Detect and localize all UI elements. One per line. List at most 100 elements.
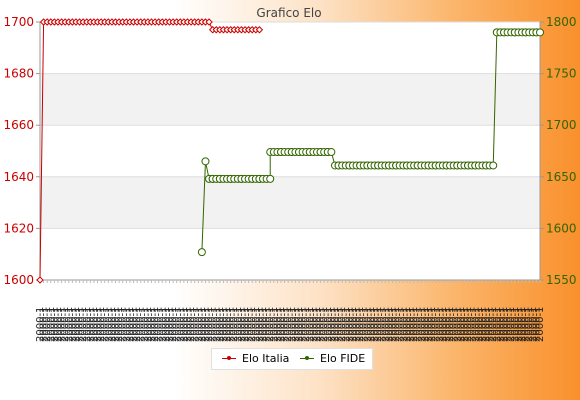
- x-tick-label: 2000-1: [323, 307, 334, 342]
- x-tick-label: 2000-1: [67, 307, 78, 342]
- x-tick-label: 2000-1: [161, 307, 172, 342]
- x-tick-label: 2000-1: [93, 307, 104, 342]
- x-tick-label: 2000-1: [348, 307, 359, 342]
- x-tick-label: 2000-1: [391, 307, 402, 342]
- x-tick-label: 2000-1: [298, 307, 309, 342]
- x-tick-label: 2000-1: [499, 307, 510, 342]
- x-tick-label: 2000-1: [226, 307, 237, 342]
- x-tick-label: 2000-1: [78, 307, 89, 342]
- x-tick-label: 2000-1: [513, 307, 524, 342]
- data-point: [36, 276, 44, 284]
- x-tick-label: 2000-1: [510, 307, 521, 342]
- x-tick-label: 2000-1: [200, 307, 211, 342]
- plot-background: [40, 21, 540, 281]
- x-tick-label: 2000-1: [305, 307, 316, 342]
- data-point: [255, 26, 264, 34]
- data-point: [327, 148, 336, 157]
- x-tick-label: 2000-1: [434, 307, 445, 342]
- x-tick-label: 2000-1: [244, 307, 255, 342]
- legend-label-italia: Elo Italia: [242, 352, 290, 365]
- y-right-tick-label: 1700: [546, 118, 577, 132]
- x-tick-label: 2000-1: [406, 307, 417, 342]
- y-left-tick-label: 1660: [3, 118, 34, 132]
- x-tick-label: 2000-1: [481, 307, 492, 342]
- legend: Elo Italia Elo FIDE: [211, 348, 373, 370]
- x-tick-label: 2000-1: [344, 307, 355, 342]
- x-tick-label: 2000-1: [197, 307, 208, 342]
- x-tick-label: 2000-1: [477, 307, 488, 342]
- x-tick-label: 2000-1: [308, 307, 319, 342]
- x-tick-label: 2000-1: [467, 307, 478, 342]
- x-tick-label: 2000-1: [111, 307, 122, 342]
- x-tick-label: 2000-1: [431, 307, 442, 342]
- plot-axes: 1600 1620 1640 1660 1680 1700 1550 1600 1650 1700…: [3, 15, 576, 287]
- legend-item-fide: Elo FIDE: [300, 352, 365, 365]
- x-tick-label: 2000-1: [57, 307, 68, 342]
- x-tick-label: 2000-1: [441, 307, 452, 342]
- plot-band: [40, 22, 540, 74]
- x-tick-label: 2000-1: [503, 307, 514, 342]
- x-tick-label: 2000-1: [208, 307, 219, 342]
- x-tick-label: 2000-1: [233, 307, 244, 342]
- x-tick-label: 2000-1: [276, 307, 287, 342]
- x-tick-label: 2000-1: [312, 307, 323, 342]
- y-right-tick-label: 1550: [546, 273, 577, 287]
- x-tick-label: 2000-1: [49, 307, 60, 342]
- x-tick-label: 2000-1: [294, 307, 305, 342]
- legend-swatch-fide: [300, 356, 314, 360]
- x-tick-label: 2000-1: [495, 307, 506, 342]
- x-tick-label: 2000-1: [139, 307, 150, 342]
- x-tick-label: 2000-1: [229, 307, 240, 342]
- plot-band: [40, 228, 540, 280]
- x-tick-label: 2000-1: [370, 307, 381, 342]
- x-tick-label: 2000-1: [157, 307, 168, 342]
- x-tick-label: 2000-1: [488, 307, 499, 342]
- x-tick-label: 2000-1: [337, 307, 348, 342]
- x-tick-label: 2000-1: [269, 307, 280, 342]
- x-tick-label: 2000-1: [319, 307, 330, 342]
- x-tick-label: 2000-1: [236, 307, 247, 342]
- y-left-tick-label: 1700: [3, 15, 34, 29]
- x-tick-label: 2000-1: [150, 307, 161, 342]
- x-tick-label: 2000-1: [377, 307, 388, 342]
- x-tick-label: 2000-1: [218, 307, 229, 342]
- data-point: [489, 161, 498, 170]
- x-tick-label: 2000-1: [46, 307, 57, 342]
- x-tick-label: 2000-1: [82, 307, 93, 342]
- x-tick-label: 2000-1: [60, 307, 71, 342]
- x-tick-label: 2000-1: [355, 307, 366, 342]
- x-tick-label: 2000-1: [190, 307, 201, 342]
- x-tick-label: 2000-1: [506, 307, 517, 342]
- x-tick-label: 2000-1: [485, 307, 496, 342]
- data-point: [197, 248, 206, 257]
- legend-swatch-italia: [222, 356, 236, 360]
- x-tick-label: 2000-1: [154, 307, 165, 342]
- x-tick-label: 2000-1: [445, 307, 456, 342]
- y-left-tick-label: 1640: [3, 170, 34, 184]
- x-tick-label: 2000-1: [341, 307, 352, 342]
- x-tick-label: 2000-1: [528, 307, 539, 342]
- x-tick-label: 2000-1: [147, 307, 158, 342]
- y-right-tick-label: 1600: [546, 221, 577, 235]
- y-right-tick-label: 1650: [546, 170, 577, 184]
- x-tick-label: 2000-1: [143, 307, 154, 342]
- x-tick-label: 2000-1: [280, 307, 291, 342]
- x-tick-label: 2000-1: [334, 307, 345, 342]
- x-tick-label: 2000-1: [85, 307, 96, 342]
- x-tick-label: 2000-1: [474, 307, 485, 342]
- x-tick-label: 2000-1: [204, 307, 215, 342]
- x-tick-label: 2000-1: [193, 307, 204, 342]
- x-tick-label: 2000-1: [75, 307, 86, 342]
- x-tick-label: 2000-1: [330, 307, 341, 342]
- y-right-tick-label: 1800: [546, 15, 577, 29]
- x-tick-label: 2000-1: [373, 307, 384, 342]
- plot-band: [40, 73, 540, 126]
- x-tick-label: 2000-1: [251, 307, 262, 342]
- x-tick-label: 2000-1: [172, 307, 183, 342]
- x-tick-label: 2000-1: [463, 307, 474, 342]
- x-tick-label: 2000-1: [362, 307, 373, 342]
- x-tick-label: 2000-1: [222, 307, 233, 342]
- x-tick-labels: 2000-12000-12000-12000-12000-12000-12000…: [35, 280, 546, 342]
- x-tick-label: 2000-1: [449, 307, 460, 342]
